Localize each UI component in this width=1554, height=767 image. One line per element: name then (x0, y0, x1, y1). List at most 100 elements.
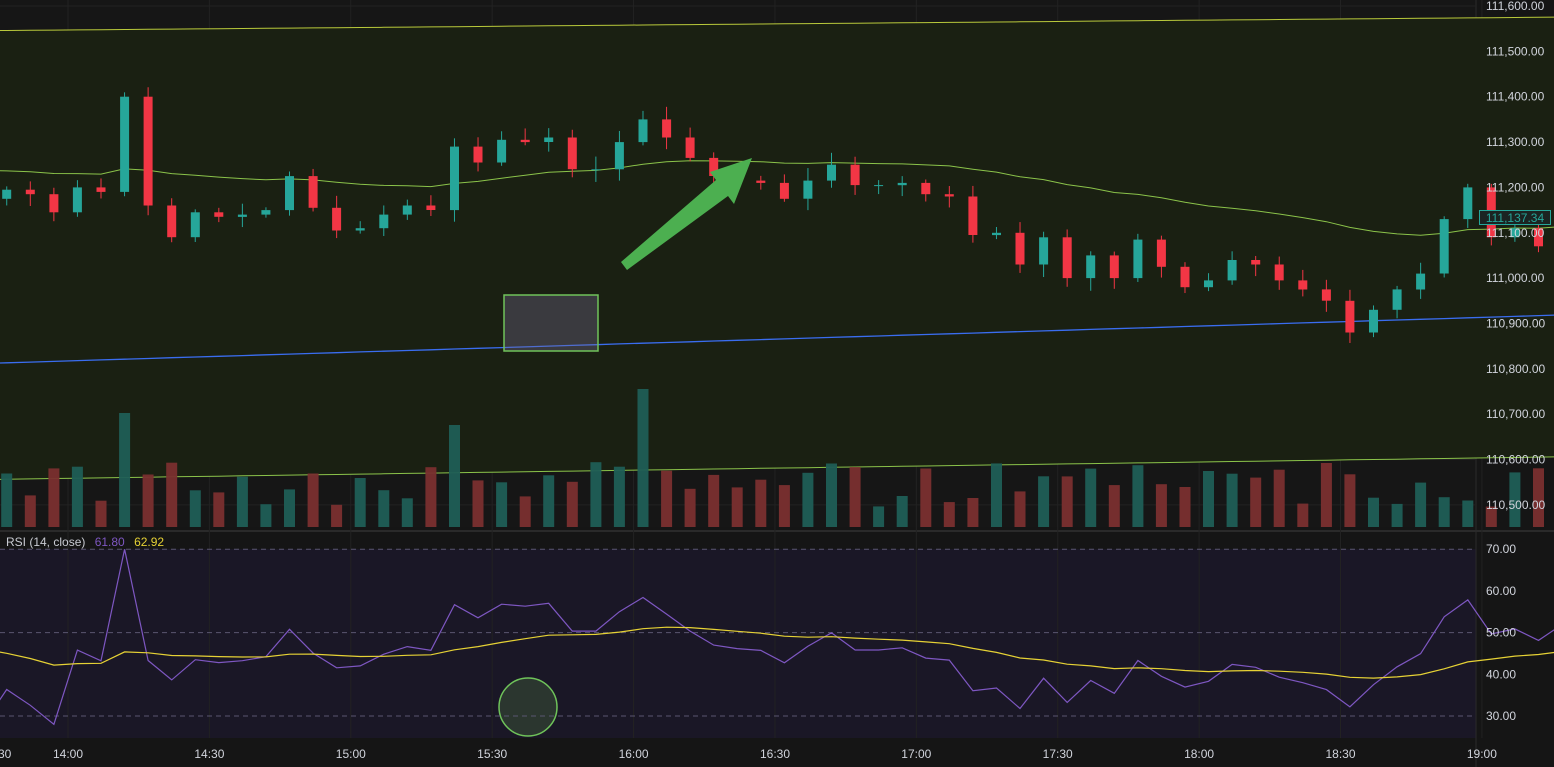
rsi-axis[interactable]: 30.00 40.00 50.00 60.00 70.00 (1486, 542, 1516, 723)
volume-bar (684, 488, 696, 527)
volume-bar (543, 475, 555, 527)
candle-body (591, 169, 601, 171)
candle-body (803, 180, 813, 199)
volume-bar (236, 476, 248, 527)
volume-bar (1226, 473, 1238, 527)
volume-bar (519, 496, 531, 527)
candle-body (308, 176, 318, 208)
time-axis[interactable]: 30 14:00 14:30 15:00 15:30 16:00 16:30 17:00 17:… (0, 747, 1554, 761)
volume-bar (613, 466, 625, 527)
volume-bar (1203, 471, 1214, 527)
volume-bar (920, 468, 932, 527)
volume-bar (778, 485, 790, 527)
candle-body (49, 194, 59, 213)
price-tick-label: 111,600.00 (1486, 0, 1545, 13)
volume-bar (967, 498, 979, 527)
candle-body (1416, 273, 1426, 290)
band-fill (0, 17, 1554, 480)
last-price-badge: 111,137.34 (1479, 210, 1551, 225)
volume-bar (24, 495, 36, 527)
volume-bar (1061, 476, 1073, 527)
upper-outer-band (0, 16, 1554, 32)
candle-body (426, 205, 436, 210)
rsi-tick-label: 60.00 (1486, 584, 1516, 598)
rsi-ma-legend-value: 62.92 (134, 535, 165, 549)
candle-body (1180, 266, 1190, 288)
price-tick-label: 110,600.00 (1486, 453, 1545, 467)
candle-body (1321, 289, 1331, 301)
volume-bar (331, 504, 343, 527)
moving-average-line (0, 314, 1554, 364)
candle-body (544, 137, 554, 142)
volume-bar (566, 481, 578, 527)
candle-body (473, 146, 483, 163)
time-tick-label: 14:30 (194, 747, 224, 761)
candle-body (520, 139, 530, 143)
envelope-bands (0, 16, 1554, 480)
bullish-arrow (621, 158, 752, 270)
candle-body (1086, 255, 1096, 279)
rsi-legend-value: 61.80 (94, 535, 125, 549)
candle-body (497, 139, 507, 163)
volume-bar (378, 490, 390, 527)
candle-body (567, 137, 577, 170)
candle-body (992, 232, 1001, 236)
volume-bar (731, 487, 743, 527)
candle-body (1534, 228, 1543, 247)
volume-bar (1155, 484, 1167, 527)
middle-band (0, 160, 1554, 236)
price-tick-label: 111,300.00 (1486, 135, 1545, 149)
candle-body (944, 194, 954, 197)
candle-body (72, 187, 82, 213)
volume-bar (166, 462, 178, 527)
rsi-pane-bg (0, 549, 1476, 738)
time-tick-label: 17:00 (901, 747, 931, 761)
volume-bar (48, 468, 60, 527)
price-tick-label: 111,000.00 (1486, 271, 1545, 285)
price-axis[interactable]: 110,500.00 110,600.00 110,700.00 110,800.00… (1486, 0, 1545, 512)
volume-bar (1368, 497, 1379, 527)
volume-bar (896, 496, 908, 527)
candle-body (167, 205, 177, 238)
volume-bar (661, 470, 673, 527)
volume-bar (1132, 465, 1144, 527)
time-tick-label: 30 (0, 747, 12, 761)
candle-body (1345, 300, 1355, 333)
volume-bars (1, 389, 1544, 527)
candle-body (1251, 260, 1261, 265)
time-tick-label: 15:30 (477, 747, 507, 761)
rsi-pane[interactable] (0, 548, 1554, 726)
volume-bar (755, 479, 767, 527)
candle-body (1062, 237, 1072, 279)
candle-body (1274, 264, 1284, 281)
price-tick-label: 111,500.00 (1486, 44, 1545, 58)
rsi-oversold-marker (498, 677, 558, 737)
volume-bar (1438, 497, 1450, 527)
candle-body (1109, 255, 1119, 279)
volume-bar (590, 462, 602, 527)
time-tick-label: 18:00 (1184, 747, 1214, 761)
rsi-ma-line (0, 626, 1554, 679)
candle-body (874, 185, 884, 187)
price-tick-label: 111,200.00 (1486, 180, 1545, 194)
candle-body (25, 189, 35, 195)
volume-bar (943, 502, 955, 527)
time-tick-label: 16:30 (760, 747, 790, 761)
candle-body (897, 182, 907, 186)
rsi-legend[interactable]: RSI (14, close) 61.80 62.92 (6, 535, 170, 549)
rsi-tick-label: 40.00 (1486, 667, 1516, 681)
volume-bar (189, 490, 201, 527)
price-tick-label: 110,700.00 (1486, 407, 1545, 421)
time-tick-label: 18:30 (1325, 747, 1355, 761)
volume-bar (142, 474, 154, 527)
annotations (498, 158, 752, 737)
candle-body (450, 146, 459, 211)
candle-body (1463, 187, 1473, 220)
volume-bar (213, 492, 225, 527)
volume-bar (472, 480, 484, 527)
volume-bar (354, 478, 366, 527)
candle-body (1298, 280, 1308, 290)
candle-body (685, 137, 695, 158)
candle-body (1227, 260, 1237, 281)
